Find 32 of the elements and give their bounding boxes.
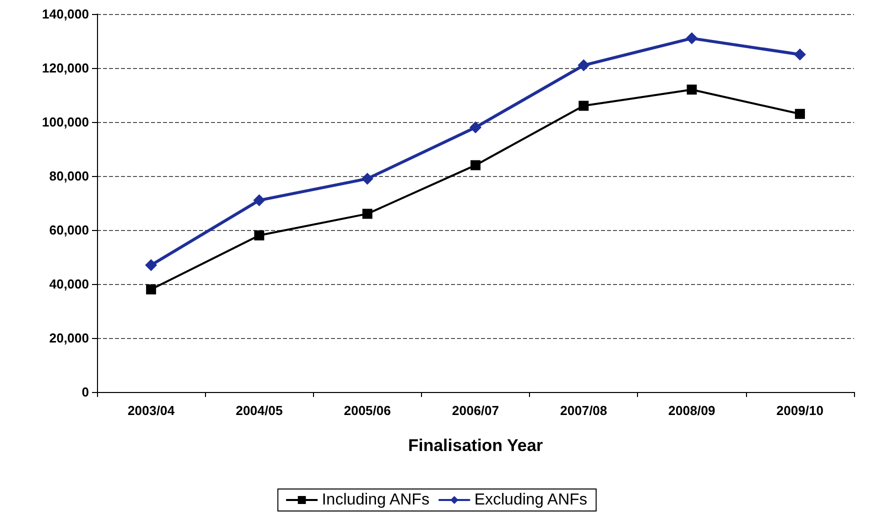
legend-label: Excluding ANFs	[474, 492, 588, 508]
point	[362, 208, 372, 219]
x-tick-label: 2006/07	[452, 403, 499, 418]
y-tick-label: 100,000	[42, 114, 89, 130]
point	[686, 32, 698, 44]
point	[578, 59, 590, 72]
y-tick-label: 80,000	[49, 168, 89, 184]
x-tick-label: 2004/05	[236, 403, 283, 418]
point	[146, 284, 156, 294]
y-tick-label: 140,000	[42, 6, 89, 22]
x-axis-title: Finalisation Year	[408, 436, 544, 455]
point	[794, 108, 805, 119]
x-tick-label: 2003/04	[128, 403, 176, 418]
point	[470, 121, 482, 134]
point	[794, 48, 806, 60]
point	[578, 100, 589, 111]
x-tick-label: 2007/08	[560, 403, 608, 418]
y-tick-label: 120,000	[42, 60, 89, 76]
x-tick-label: 2005/06	[344, 403, 391, 418]
point	[253, 194, 266, 206]
point	[686, 84, 697, 95]
y-tick-label: 20,000	[49, 330, 89, 346]
point	[254, 230, 264, 240]
y-tick-label: 60,000	[49, 222, 89, 238]
point	[361, 172, 374, 185]
point	[470, 160, 480, 170]
y-tick-label: 40,000	[49, 276, 89, 292]
y-tick-label: 0	[82, 384, 89, 400]
legend-label: Including ANFs	[322, 492, 430, 508]
x-tick-label: 2008/09	[668, 403, 716, 418]
x-tick-label: 2009/10	[776, 403, 824, 418]
point	[145, 259, 158, 272]
